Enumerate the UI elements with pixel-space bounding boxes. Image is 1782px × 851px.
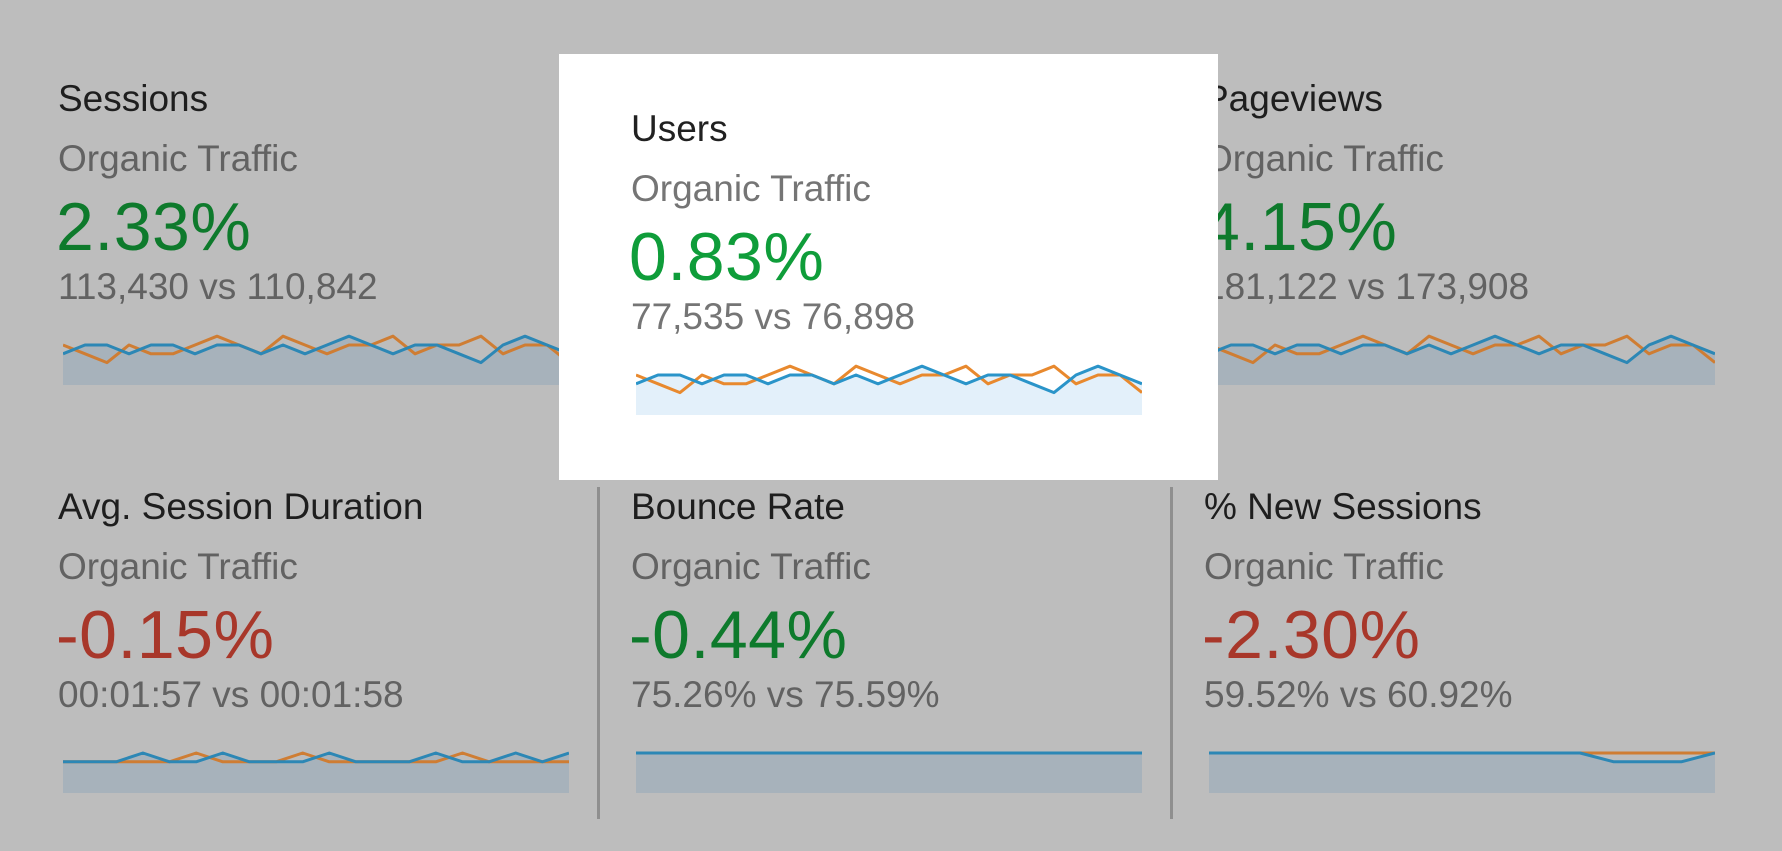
metric-segment: Organic Traffic [58,546,298,587]
metric-title: Users [631,108,728,149]
metric-segment: Organic Traffic [631,168,871,209]
sparkline-area [1209,753,1715,793]
sparkline [636,364,1142,415]
metric-compare: 75.26% vs 75.59% [631,674,940,715]
sparkline-area [63,336,569,385]
metric-card-avg-session-duration[interactable]: Avg. Session Duration Organic Traffic -0… [0,408,569,818]
sparkline [63,334,569,385]
sparkline-current-line [1209,751,1715,764]
metric-change: 2.33% [56,189,252,265]
metric-change: -0.44% [629,597,848,673]
metric-card-pageviews[interactable]: Pageviews Organic Traffic 4.15% 181,122 … [1146,0,1715,410]
sparkline [63,751,569,793]
sparkline [1209,751,1715,793]
metric-title: Bounce Rate [631,486,845,527]
sparkline-area [636,366,1142,415]
metric-card-sessions[interactable]: Sessions Organic Traffic 2.33% 113,430 v… [0,0,569,410]
metric-change: -2.30% [1202,597,1421,673]
metric-title: Pageviews [1204,78,1383,119]
metric-segment: Organic Traffic [631,546,871,587]
divider-left [597,487,600,819]
metric-segment: Organic Traffic [1204,138,1444,179]
sparkline-current-line [63,334,569,365]
metric-card-users[interactable]: Users Organic Traffic 0.83% 77,535 vs 76… [573,30,1142,440]
sparkline-current-line [636,364,1142,395]
metric-title: % New Sessions [1204,486,1482,527]
metric-change: -0.15% [56,597,275,673]
metric-title: Sessions [58,78,209,119]
metric-compare: 77,535 vs 76,898 [631,296,915,337]
metric-change: 4.15% [1202,189,1398,265]
metric-segment: Organic Traffic [58,138,298,179]
metric-compare: 00:01:57 vs 00:01:58 [58,674,404,715]
divider-right [1170,487,1173,819]
metric-segment: Organic Traffic [1204,546,1444,587]
metric-card-bounce-rate[interactable]: Bounce Rate Organic Traffic -0.44% 75.26… [573,408,1142,818]
metric-card-new-sessions[interactable]: % New Sessions Organic Traffic -2.30% 59… [1146,408,1715,818]
metric-compare: 59.52% vs 60.92% [1204,674,1513,715]
sparkline [1209,334,1715,385]
sparkline [636,751,1142,793]
metric-compare: 113,430 vs 110,842 [58,266,378,307]
metric-change: 0.83% [629,219,825,295]
metric-title: Avg. Session Duration [58,486,424,527]
sparkline-current-line [63,751,569,764]
sparkline-current-line [1209,334,1715,365]
sparkline-area [1209,336,1715,385]
sparkline-area [636,753,1142,793]
metric-compare: 181,122 vs 173,908 [1204,266,1530,307]
